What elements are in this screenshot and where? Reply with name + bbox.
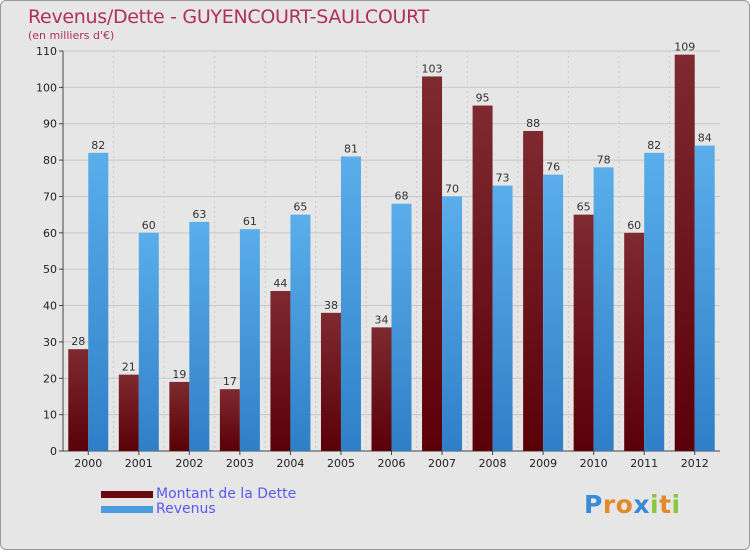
legend-label-revenus: Revenus xyxy=(156,501,216,517)
chart-subtitle: (en milliers d'€) xyxy=(28,29,115,42)
bar-revenus-2008 xyxy=(492,185,513,451)
xtick-label-2001: 2001 xyxy=(125,457,153,470)
bar-dette-2006 xyxy=(371,327,392,451)
bar-revenus-2011 xyxy=(644,152,665,451)
xtick-label-2006: 2006 xyxy=(378,457,406,470)
bar-revenus-2009 xyxy=(543,174,564,452)
ytick-label-110: 110 xyxy=(36,45,57,58)
data-label-dette-2008: 95 xyxy=(476,92,490,105)
data-label-revenus-2009: 76 xyxy=(546,161,560,174)
data-label-dette-2004: 44 xyxy=(273,277,287,290)
data-label-revenus-2008: 73 xyxy=(496,172,510,185)
axes: 0 10 20 30 40 50 60 70 80 90 100 110 2000 2001 2002 200… xyxy=(36,45,720,470)
data-labels: 28 82 21 60 19 63 17 61 44 65 38 81 34 68 103 70 95 73 88 7… xyxy=(71,41,711,389)
chart-title: Revenus/Dette - GUYENCOURT-SAULCOURT xyxy=(28,6,429,28)
data-label-dette-2003: 17 xyxy=(223,375,237,388)
data-label-dette-2002: 19 xyxy=(172,368,186,381)
proxiti-logo: Proxiti xyxy=(584,490,681,519)
legend-label-dette: Montant de la Dette xyxy=(156,486,297,502)
data-label-revenus-2002: 63 xyxy=(192,208,206,221)
bar-dette-2007 xyxy=(422,76,443,452)
bar-revenus-2004 xyxy=(290,214,311,451)
bar-dette-2010 xyxy=(573,214,594,451)
ytick-label-70: 70 xyxy=(43,190,57,203)
data-label-dette-2006: 34 xyxy=(375,313,389,326)
bar-dette-2004 xyxy=(270,291,291,451)
logo-letter-6: i xyxy=(671,490,681,519)
ytick-label-90: 90 xyxy=(43,118,57,131)
bar-revenus-2005 xyxy=(340,156,361,452)
logo-letter-5: t xyxy=(659,490,672,519)
bar-dette-2001 xyxy=(118,374,139,451)
data-label-revenus-2010: 78 xyxy=(597,153,611,166)
data-label-dette-2009: 88 xyxy=(526,117,540,130)
bar-revenus-2001 xyxy=(138,232,159,451)
bar-dette-2003 xyxy=(219,389,240,451)
logo-letter-1: r xyxy=(602,490,616,519)
xtick-label-2010: 2010 xyxy=(580,457,608,470)
bar-dette-2012 xyxy=(674,54,695,452)
data-label-dette-2011: 60 xyxy=(627,219,641,232)
xtick-label-2007: 2007 xyxy=(428,457,456,470)
ytick-label-30: 30 xyxy=(43,336,57,349)
xtick-label-2002: 2002 xyxy=(175,457,203,470)
ytick-label-0: 0 xyxy=(50,445,57,458)
legend-swatch-dette xyxy=(101,491,153,498)
xtick-label-2009: 2009 xyxy=(529,457,557,470)
bar-dette-2002 xyxy=(169,381,190,451)
ytick-label-50: 50 xyxy=(43,263,57,276)
xtick-label-2000: 2000 xyxy=(74,457,102,470)
logo-letter-4: i xyxy=(650,490,660,519)
logo-letter-3: x xyxy=(633,490,650,519)
data-label-revenus-2001: 60 xyxy=(142,219,156,232)
xtick-label-2011: 2011 xyxy=(630,457,658,470)
data-label-revenus-2004: 65 xyxy=(293,201,307,214)
bar-revenus-2000 xyxy=(88,152,109,451)
bar-revenus-2002 xyxy=(189,221,210,451)
data-label-revenus-2012: 84 xyxy=(698,132,712,145)
data-label-dette-2007: 103 xyxy=(422,62,443,75)
bar-dette-2000 xyxy=(68,349,89,451)
bar-revenus-2006 xyxy=(391,203,412,451)
ytick-label-80: 80 xyxy=(43,154,57,167)
data-label-revenus-2006: 68 xyxy=(395,190,409,203)
legend-swatch-revenus xyxy=(101,506,153,513)
bar-revenus-2010 xyxy=(593,167,614,451)
bar-revenus-2012 xyxy=(694,145,715,451)
ytick-label-10: 10 xyxy=(43,409,57,422)
xtick-label-2004: 2004 xyxy=(276,457,304,470)
xtick-label-2008: 2008 xyxy=(479,457,507,470)
ytick-label-20: 20 xyxy=(43,372,57,385)
data-label-revenus-2003: 61 xyxy=(243,215,257,228)
data-label-revenus-2005: 81 xyxy=(344,142,358,155)
bar-revenus-2007 xyxy=(442,196,463,451)
logo-letter-0: P xyxy=(584,490,603,519)
data-label-dette-2012: 109 xyxy=(674,41,695,54)
data-label-revenus-2007: 70 xyxy=(445,182,459,195)
bar-dette-2011 xyxy=(624,232,645,451)
bars xyxy=(68,54,715,452)
data-label-dette-2005: 38 xyxy=(324,299,338,312)
bar-dette-2009 xyxy=(523,131,544,451)
ytick-label-40: 40 xyxy=(43,300,57,313)
xtick-label-2003: 2003 xyxy=(226,457,254,470)
bar-revenus-2003 xyxy=(239,229,260,451)
bar-dette-2008 xyxy=(472,105,493,451)
bar-dette-2005 xyxy=(320,312,341,451)
data-label-dette-2001: 21 xyxy=(122,361,136,374)
data-label-revenus-2000: 82 xyxy=(91,139,105,152)
data-label-dette-2000: 28 xyxy=(71,335,85,348)
ytick-label-60: 60 xyxy=(43,227,57,240)
xtick-label-2012: 2012 xyxy=(681,457,709,470)
data-label-revenus-2011: 82 xyxy=(647,139,661,152)
ytick-label-100: 100 xyxy=(36,81,57,94)
logo-letter-2: o xyxy=(615,490,634,519)
data-label-dette-2010: 65 xyxy=(577,201,591,214)
xtick-label-2005: 2005 xyxy=(327,457,355,470)
